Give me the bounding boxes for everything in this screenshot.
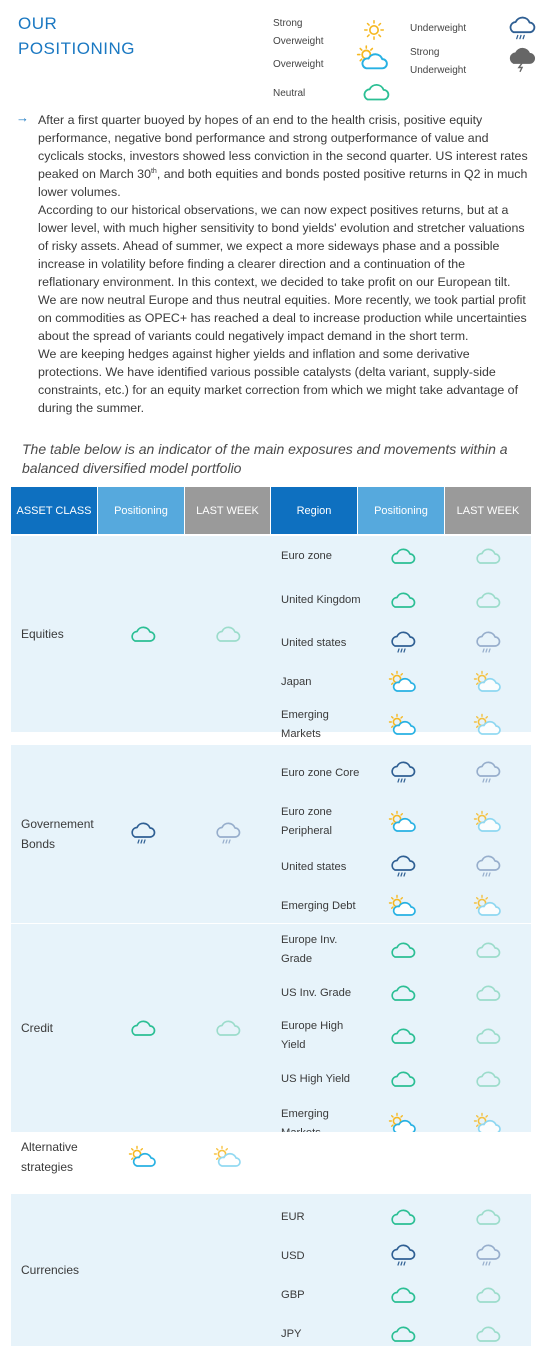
storm-cloud-icon: [506, 47, 536, 73]
cloud-icon: [473, 981, 501, 1005]
asset-group-row: [11, 745, 531, 923]
rain-cloud-icon: [128, 822, 156, 846]
legend-label-strong-underweight: Strong Underweight: [410, 47, 467, 76]
cloud-icon: [473, 588, 501, 612]
sun-cloud-icon: [128, 1145, 156, 1169]
asset-class-label: Equities: [21, 627, 64, 641]
commentary-paragraph-1: After a first quarter buoyed by hopes of…: [38, 111, 528, 201]
cloud-icon: [473, 1024, 501, 1048]
legend-label-underweight: Underweight: [410, 23, 467, 34]
sun-cloud-icon: [473, 670, 501, 694]
region-label: Japan: [281, 675, 312, 688]
header-last-week: LAST WEEK: [185, 487, 270, 534]
asset-class-label: Credit: [21, 1021, 54, 1035]
asset-group-row: [11, 1132, 531, 1182]
cloud-icon: [473, 1322, 501, 1346]
region-label: United states: [281, 636, 347, 649]
sun-cloud-icon: [213, 1145, 241, 1169]
sun-cloud-icon: [356, 44, 388, 72]
sun-cloud-icon: [473, 894, 501, 918]
asset-group-row: [11, 924, 531, 1132]
page-title: OUR POSITIONING: [18, 11, 135, 61]
region-label: Europe Inv. Grade: [281, 934, 338, 965]
title-line-2: POSITIONING: [18, 39, 135, 58]
sun-cloud-icon: [473, 810, 501, 834]
header-region-positioning: Positioning: [358, 487, 444, 534]
region-label: US Inv. Grade: [281, 986, 352, 999]
commentary-p1-text-end: , and both equities and bonds posted pos…: [38, 167, 528, 199]
rain-cloud-icon: [473, 631, 501, 655]
cloud-icon: [388, 1024, 416, 1048]
region-label: US High Yield: [281, 1072, 351, 1085]
commentary-paragraph-3: We are keeping hedges against higher yie…: [38, 347, 519, 415]
cloud-icon: [388, 1205, 416, 1229]
rain-cloud-icon: [388, 761, 416, 785]
sun-cloud-icon: [473, 713, 501, 737]
cloud-icon: [388, 1322, 416, 1346]
rain-cloud-icon: [473, 761, 501, 785]
cloud-icon: [473, 1205, 501, 1229]
sun-cloud-icon: [388, 810, 416, 834]
commentary-p1-sup: th: [150, 167, 157, 175]
sun-cloud-icon: [388, 894, 416, 918]
cloud-icon: [388, 938, 416, 962]
header-asset-class: ASSET CLASS: [11, 487, 97, 534]
cloud-icon: [473, 1283, 501, 1307]
cloud-icon: [473, 544, 501, 568]
region-label: Euro zone Core: [281, 766, 360, 779]
cloud-icon: [388, 981, 416, 1005]
asset-class-label: Governement Bonds: [21, 817, 94, 851]
cloud-icon: [473, 938, 501, 962]
cloud-icon: [388, 544, 416, 568]
header-region-last-week: LAST WEEK: [445, 487, 531, 534]
rain-cloud-icon: [506, 16, 536, 42]
cloud-icon: [213, 1016, 241, 1040]
legend-label-strong-overweight: Strong Overweight: [273, 18, 324, 47]
asset-class-label: Alternative strategies: [21, 1140, 78, 1174]
legend-label-neutral: Neutral: [273, 88, 306, 99]
region-label: EUR: [281, 1210, 305, 1223]
asset-class-label: Currencies: [21, 1263, 80, 1277]
region-label: United states: [281, 860, 347, 873]
asset-group-row: [11, 536, 531, 732]
asset-group-row: [11, 1194, 531, 1346]
region-label: Euro zone: [281, 549, 332, 562]
market-commentary: After a first quarter buoyed by hopes of…: [38, 111, 528, 417]
commentary-p1-text: After a first quarter buoyed by hopes of…: [38, 113, 528, 181]
cloud-icon: [213, 622, 241, 646]
rain-cloud-icon: [388, 631, 416, 655]
cloud-icon: [388, 1067, 416, 1091]
legend-label-overweight: Overweight: [273, 59, 324, 70]
sun-cloud-icon: [388, 713, 416, 737]
sun-cloud-icon: [388, 670, 416, 694]
cloud-icon: [360, 79, 390, 105]
region-label: Europe High Yield: [281, 1020, 344, 1051]
cloud-icon: [473, 1067, 501, 1091]
cloud-icon: [388, 588, 416, 612]
header-positioning: Positioning: [98, 487, 184, 534]
region-label: Euro zone Peripheral: [281, 806, 332, 837]
rain-cloud-icon: [388, 1244, 416, 1268]
region-label: Emerging Debt: [281, 899, 356, 912]
region-label: USD: [281, 1249, 305, 1262]
region-label: Emerging Markets: [281, 709, 329, 740]
commentary-paragraph-2: According to our historical observations…: [38, 203, 527, 343]
rain-cloud-icon: [213, 822, 241, 846]
cloud-icon: [388, 1283, 416, 1307]
cloud-icon: [128, 1016, 156, 1040]
rain-cloud-icon: [473, 1244, 501, 1268]
arrow-right-icon: →: [16, 110, 29, 125]
region-label: United Kingdom: [281, 593, 361, 606]
table-caption: The table below is an indicator of the m…: [22, 441, 508, 476]
rain-cloud-icon: [388, 855, 416, 879]
header-region: Region: [271, 487, 357, 534]
rain-cloud-icon: [473, 855, 501, 879]
region-label: JPY: [281, 1327, 302, 1340]
title-line-1: OUR: [18, 14, 58, 33]
region-label: GBP: [281, 1288, 305, 1301]
sun-icon: [361, 17, 387, 43]
cloud-icon: [128, 622, 156, 646]
